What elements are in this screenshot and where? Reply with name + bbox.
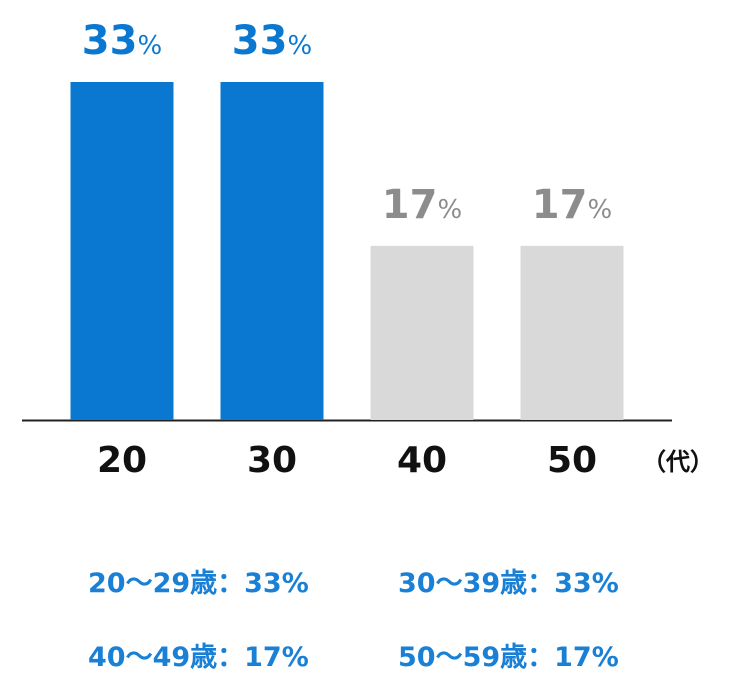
annotation: 40〜49歳：17% bbox=[88, 642, 309, 673]
x-tick-label: 40 bbox=[397, 440, 447, 481]
value-label: 33% bbox=[232, 18, 312, 64]
value-label: 17% bbox=[532, 182, 612, 228]
value-label: 17% bbox=[382, 182, 462, 228]
x-tick-label: 20 bbox=[97, 440, 147, 481]
bar bbox=[220, 82, 324, 420]
annotation: 30〜39歳：33% bbox=[398, 568, 619, 599]
bar bbox=[370, 245, 474, 420]
annotation: 20〜29歳：33% bbox=[88, 568, 309, 599]
x-axis-label: （代） bbox=[642, 448, 714, 476]
bar bbox=[520, 245, 624, 420]
x-tick-label: 30 bbox=[247, 440, 297, 481]
x-tick-label: 50 bbox=[547, 440, 597, 481]
annotation: 50〜59歳：17% bbox=[398, 642, 619, 673]
value-label: 33% bbox=[82, 18, 162, 64]
bar bbox=[70, 82, 174, 420]
